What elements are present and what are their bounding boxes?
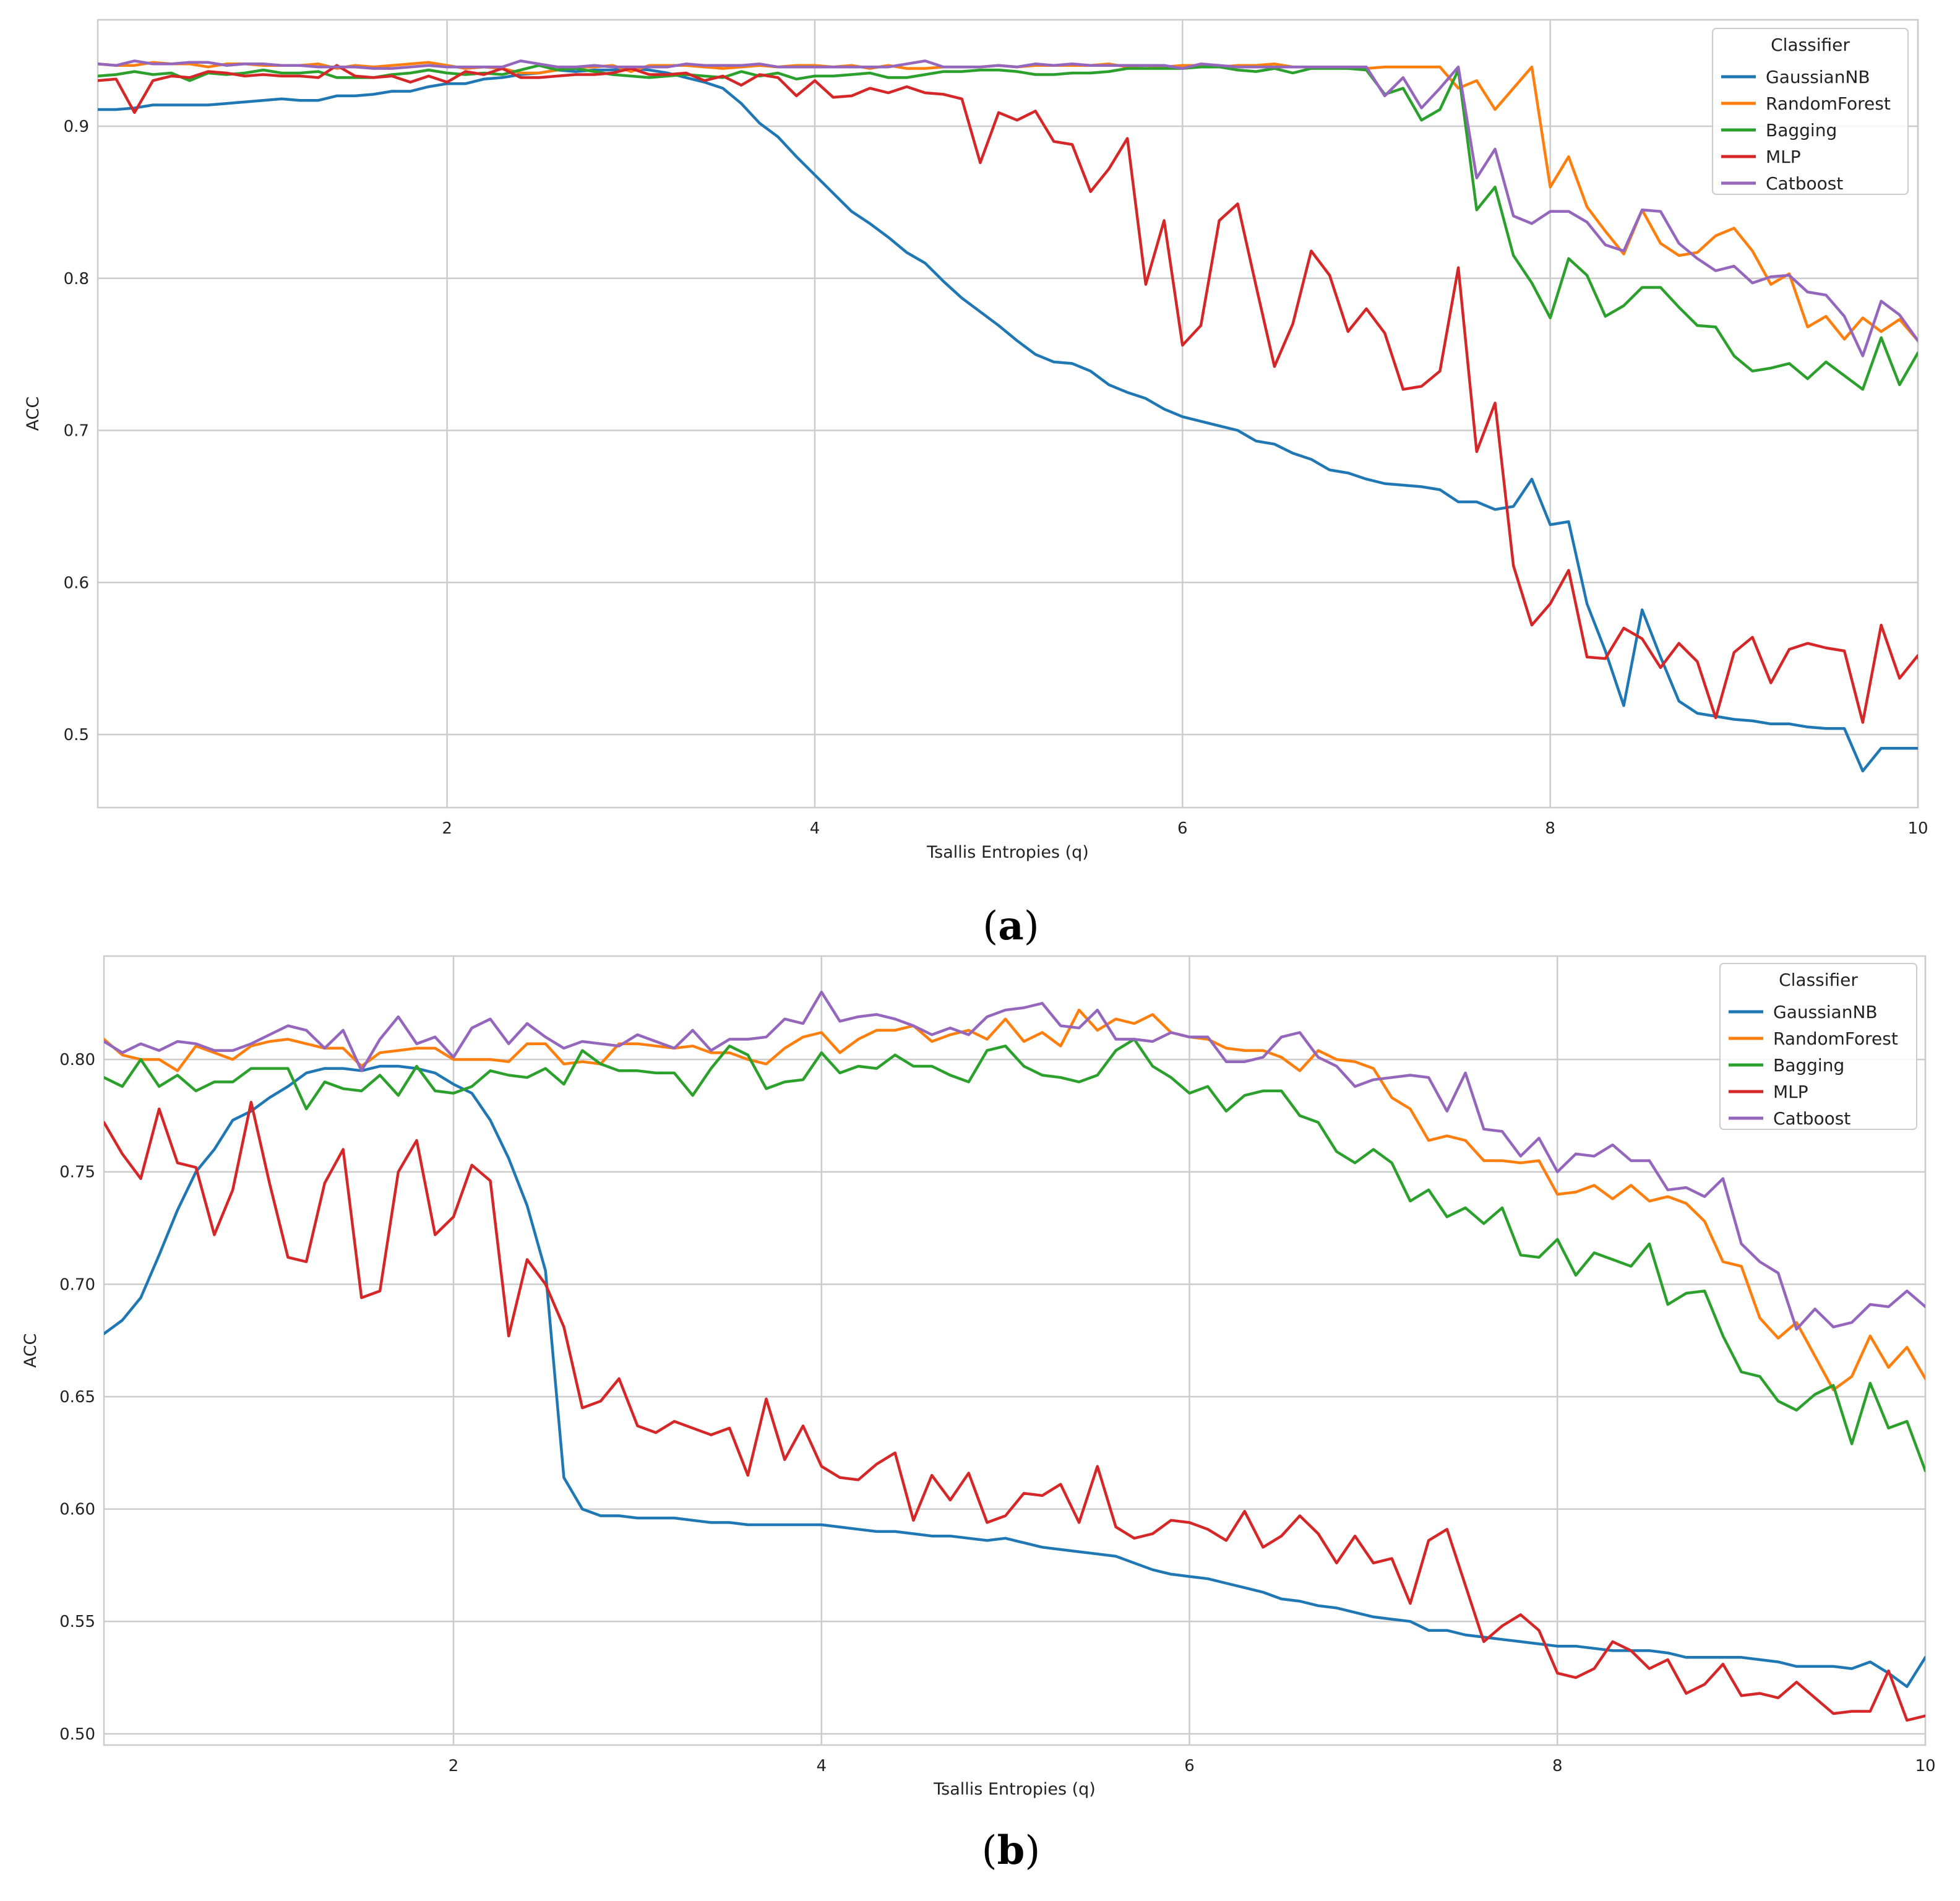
panel-a-legend-label-bagging: Bagging — [1766, 120, 1837, 140]
panel-a-label: (a) — [982, 903, 1039, 949]
panel-a-legend-label-catboost: Catboost — [1766, 173, 1843, 194]
panel-a-y-tick-label: 0.7 — [64, 422, 89, 441]
panel-a-series-line-catboost — [98, 59, 1918, 358]
panel-a-plot-frame — [97, 19, 1919, 809]
panel-b-series-line-gaussiannb — [104, 1064, 1925, 1688]
panel-b-series-group — [104, 990, 1925, 1722]
panel-b-y-tick-label: 0.80 — [59, 1051, 95, 1069]
panel-b-legend-label-catboost: Catboost — [1773, 1108, 1850, 1129]
panel-a-x-tick-label: 6 — [1177, 819, 1188, 838]
panel-b-legend-box — [1719, 963, 1917, 1130]
panel-b-series-line-randomforest — [104, 1008, 1925, 1392]
panel-b-y-tick-label: 0.65 — [59, 1388, 95, 1407]
panel-b-series-line-catboost — [104, 990, 1925, 1331]
panel-a-y-tick-label: 0.8 — [64, 270, 89, 288]
panel-a-legend-title: Classifier — [1771, 35, 1850, 55]
panel-b-x-tick-label: 4 — [816, 1757, 827, 1775]
panel-b-y-tick-label: 0.75 — [59, 1163, 95, 1182]
panel-b-legend-label-randomforest: RandomForest — [1773, 1028, 1898, 1049]
panel-b-legend-label-gaussiannb: GaussianNB — [1773, 1002, 1878, 1022]
panel-a-y-tick-label: 0.6 — [64, 574, 89, 592]
panel-b-chart: 0.50 0.55 0.60 0.65 0.70 0.75 0.80 2 4 6 8 10 Tsalli… — [21, 955, 1936, 1799]
panel-b-legend: Classifier GaussianNB RandomForest Bagging M… — [1719, 963, 1917, 1130]
panel-b-legend-label-bagging: Bagging — [1773, 1055, 1844, 1076]
panel-b-y-tick-label: 0.60 — [59, 1501, 95, 1519]
panel-b-y-tick-label: 0.55 — [59, 1613, 95, 1631]
panel-a-x-tick-label: 2 — [442, 819, 452, 838]
panel-a-series-group — [98, 59, 1918, 773]
panel-a-series-line-randomforest — [98, 61, 1918, 344]
panel-a-series-line-mlp — [98, 64, 1918, 724]
panel-a-legend: Classifier GaussianNB RandomForest Bagging M… — [1712, 28, 1909, 195]
panel-a-legend-label-mlp: MLP — [1766, 147, 1801, 167]
panel-b-x-tick-label: 8 — [1552, 1757, 1563, 1775]
panel-a-x-tick-label: 4 — [810, 819, 820, 838]
panel-b-series-line-mlp — [104, 1100, 1925, 1722]
panel-a-y-axis-label: ACC — [24, 397, 43, 431]
panel-b-label: (b) — [982, 1827, 1041, 1874]
panel-b-plot-frame — [103, 955, 1927, 1746]
panel-b-y-axis-label: ACC — [21, 1334, 40, 1368]
panel-a-series-line-bagging — [98, 64, 1918, 391]
panel-a-series-line-gaussiannb — [98, 67, 1918, 773]
panel-b-y-tick-label: 0.50 — [59, 1725, 95, 1744]
panel-b-x-tick-label: 6 — [1184, 1757, 1195, 1775]
panel-b-y-tick-label: 0.70 — [59, 1275, 95, 1294]
panel-a-x-axis-label: Tsallis Entropies (q) — [926, 843, 1089, 862]
panel-a-legend-label-randomforest: RandomForest — [1766, 93, 1891, 114]
panel-b-x-axis-label: Tsallis Entropies (q) — [933, 1780, 1096, 1799]
panel-b-legend-title: Classifier — [1779, 970, 1858, 990]
panel-a-legend-box — [1712, 28, 1909, 195]
panel-b-x-tick-label: 10 — [1915, 1757, 1935, 1775]
panel-a-x-tick-label: 10 — [1907, 819, 1928, 838]
panel-b-series-line-bagging — [104, 1038, 1925, 1473]
panel-a-y-tick-label: 0.5 — [64, 726, 89, 744]
panel-b-x-tick-label: 2 — [449, 1757, 459, 1775]
panel-b-legend-label-mlp: MLP — [1773, 1082, 1808, 1102]
panel-a-legend-label-gaussiannb: GaussianNB — [1766, 67, 1870, 87]
panel-a-chart: 0.5 0.6 0.7 0.8 0.9 2 4 6 8 10 Tsallis Entropies (… — [24, 19, 1928, 862]
panel-a-x-tick-label: 8 — [1545, 819, 1555, 838]
panel-a-y-tick-label: 0.9 — [64, 118, 89, 136]
